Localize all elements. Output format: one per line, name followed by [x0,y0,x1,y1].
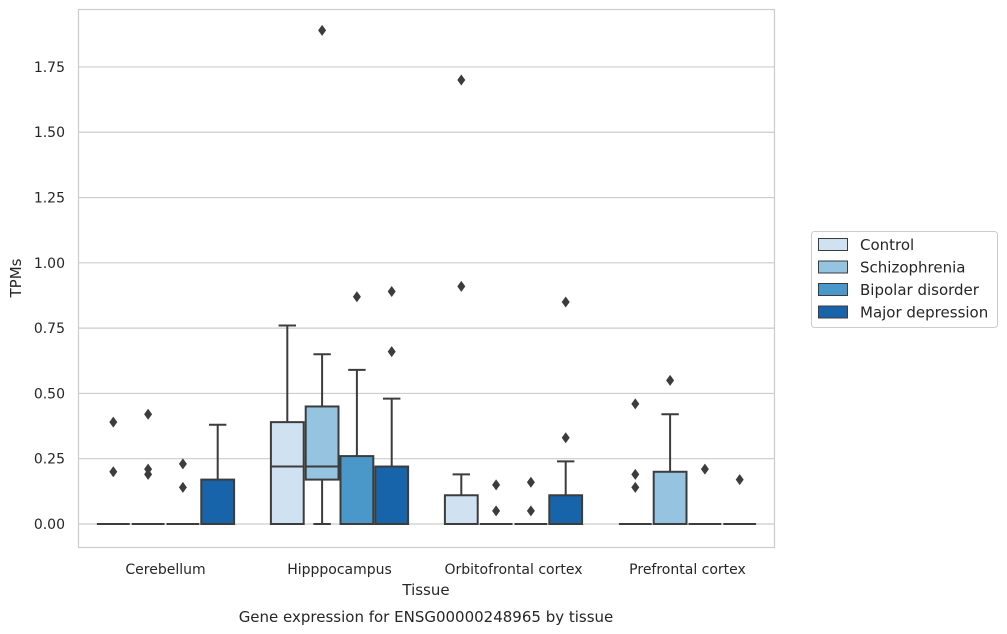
outlier-point [352,291,361,303]
x-axis-label: Tissue [401,581,449,599]
x-tick-label: Orbitofrontal cortex [445,562,583,578]
legend-swatch [818,305,848,319]
box-body [269,421,305,525]
outlier-point [666,374,675,386]
y-tick-label: 0.50 [34,386,65,402]
outlier-point [700,463,709,475]
outlier-point [526,505,535,517]
box-body [339,455,375,525]
outlier-point [561,296,570,308]
legend-swatch [818,238,848,251]
x-tick-label: Hipppocampus [287,562,392,578]
box-major-depression [548,296,584,525]
outlier-point [457,74,466,86]
x-axis-ticks: Cerebellum Hipppocampus Orbitofrontal cort… [125,562,745,578]
box-body [200,478,236,525]
box-control [443,74,479,525]
legend: Control Schizophrenia Bipolar disorder Majo… [811,231,998,328]
outlier-point [178,481,187,493]
box-plot-series [96,24,757,525]
outlier-point [631,468,640,480]
x-tick-label: Cerebellum [125,562,205,578]
box-bipolar-disorder [166,458,200,525]
legend-label: Control [860,236,914,254]
box-body [304,405,340,481]
box-major-depression [374,286,410,525]
box-body [652,470,688,525]
outlier-point [144,408,153,420]
outlier-point [109,416,118,428]
outlier-point [631,481,640,493]
y-gridlines [78,66,775,525]
box-bipolar-disorder [688,463,722,525]
y-tick-label: 1.00 [34,256,65,272]
outlier-point [387,286,396,298]
outlier-point [492,505,501,517]
box-major-depression [200,423,236,525]
legend-swatch [818,283,848,296]
plot-frame [77,8,776,549]
outlier-point [387,346,396,358]
outlier-point [561,432,570,444]
y-tick-label: 1.25 [34,191,65,207]
box-schizophrenia [131,408,165,525]
chart-caption: Gene expression for ENSG00000248965 by t… [239,608,614,626]
legend-swatch [818,260,848,274]
outlier-point [109,466,118,478]
box-body [443,494,479,525]
box-control [96,416,130,525]
legend-label: Schizophrenia [860,259,965,277]
y-tick-label: 1.50 [34,125,65,141]
outlier-point [631,398,640,410]
y-tick-label: 0.75 [34,321,65,337]
outlier-point [144,468,153,480]
box-schizophrenia [304,24,340,525]
outlier-point [318,24,327,36]
box-bipolar-disorder [514,476,548,525]
legend-frame [811,231,998,328]
box-control [618,398,652,525]
outlier-point [492,479,501,491]
box-control [269,324,305,525]
outlier-point [526,476,535,488]
y-tick-label: 1.75 [34,60,65,76]
box-body [548,494,584,525]
outlier-point [178,458,187,470]
box-schizophrenia [479,479,513,525]
box-schizophrenia [652,374,688,525]
outlier-point [457,280,466,292]
x-tick-label: Prefrontal cortex [629,562,746,578]
y-tick-label: 0.25 [34,452,65,468]
box-body [374,465,410,525]
legend-label: Major depression [860,304,988,322]
box-bipolar-disorder [339,291,375,525]
y-tick-label: 0.00 [34,517,65,533]
y-axis-label: TPMs [7,258,25,298]
outlier-point [735,474,744,486]
y-axis-ticks: 0.00 0.25 0.50 0.75 1.00 1.25 1.50 1.75 [34,60,65,533]
legend-label: Bipolar disorder [860,281,980,299]
box-major-depression [723,474,757,525]
